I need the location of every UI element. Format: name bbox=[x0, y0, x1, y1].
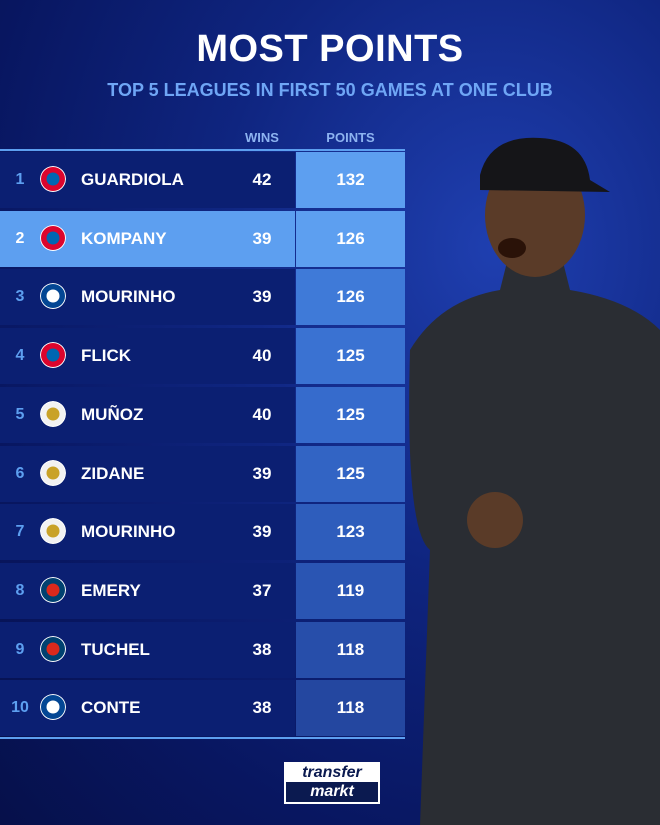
points-value: 123 bbox=[336, 522, 365, 542]
column-header-points: POINTS bbox=[326, 130, 375, 145]
manager-name: GUARDIOLA bbox=[81, 170, 184, 189]
rank-number: 1 bbox=[15, 171, 25, 188]
column-header-wins: WINS bbox=[245, 130, 279, 145]
points-cell: 125 bbox=[296, 328, 405, 385]
rank-number: 5 bbox=[15, 405, 25, 423]
points-value: 118 bbox=[336, 639, 365, 659]
table-row: 118 10 CONTE 38 bbox=[0, 680, 405, 737]
rank-number: 9 bbox=[15, 640, 25, 658]
table-row: 126 2 KOMPANY 39 bbox=[0, 210, 405, 267]
real-madrid-crest-icon bbox=[40, 400, 66, 427]
wins-value: 40 bbox=[252, 404, 272, 424]
wins-value: 40 bbox=[252, 346, 272, 366]
real-madrid-crest-icon bbox=[40, 518, 66, 545]
rank-number: 3 bbox=[15, 288, 25, 306]
points-cell: 119 bbox=[296, 562, 405, 619]
manager-name: ZIDANE bbox=[81, 463, 145, 483]
manager-name: FLICK bbox=[81, 346, 132, 366]
manager-name: CONTE bbox=[81, 698, 141, 718]
points-value: 132 bbox=[336, 170, 365, 189]
points-value: 125 bbox=[336, 346, 365, 366]
points-cell: 118 bbox=[296, 680, 405, 737]
brand-line1: transfer bbox=[286, 764, 378, 782]
points-cell: 132 bbox=[296, 152, 405, 208]
table-bottom-rule bbox=[0, 737, 405, 739]
points-value: 125 bbox=[336, 404, 365, 424]
table-row: 125 6 ZIDANE 39 bbox=[0, 445, 405, 502]
bayern-crest-icon bbox=[40, 224, 66, 251]
rank-number: 10 bbox=[11, 699, 29, 717]
wins-value: 39 bbox=[252, 463, 272, 483]
points-cell: 123 bbox=[296, 504, 405, 561]
points-value: 126 bbox=[336, 228, 365, 248]
manager-name: KOMPANY bbox=[81, 228, 167, 248]
manager-name: MOURINHO bbox=[81, 287, 176, 307]
chelsea-crest-icon bbox=[40, 694, 66, 721]
chelsea-crest-icon bbox=[40, 283, 66, 310]
real-madrid-crest-icon bbox=[40, 459, 66, 486]
rank-number: 2 bbox=[15, 229, 25, 247]
points-value: 125 bbox=[336, 463, 365, 483]
psg-crest-icon bbox=[40, 576, 66, 603]
rank-number: 8 bbox=[15, 581, 25, 599]
manager-name: EMERY bbox=[81, 580, 141, 600]
bayern-crest-icon bbox=[40, 166, 66, 192]
table-row: 125 5 MUÑOZ 40 bbox=[0, 386, 405, 443]
table-top-rule bbox=[0, 149, 405, 151]
rank-number: 7 bbox=[15, 523, 25, 541]
wins-value: 37 bbox=[252, 580, 272, 600]
wins-value: 38 bbox=[252, 698, 272, 718]
wins-value: 39 bbox=[252, 228, 272, 248]
table-row: 125 4 FLICK 40 bbox=[0, 328, 405, 385]
points-cell: 126 bbox=[296, 210, 405, 267]
table-row: 132 1 GUARDIOLA 42 bbox=[0, 152, 405, 208]
points-cell: 125 bbox=[296, 386, 405, 443]
points-value: 126 bbox=[336, 287, 365, 307]
psg-crest-icon bbox=[40, 635, 66, 662]
table-row: 123 7 MOURINHO 39 bbox=[0, 504, 405, 561]
points-value: 119 bbox=[336, 580, 365, 600]
table-row: 119 8 EMERY 37 bbox=[0, 562, 405, 619]
wins-value: 42 bbox=[252, 170, 272, 189]
manager-name: TUCHEL bbox=[81, 639, 150, 659]
brand-line2: markt bbox=[310, 783, 354, 800]
bayern-crest-icon bbox=[40, 342, 66, 369]
page-subtitle: TOP 5 LEAGUES IN FIRST 50 GAMES AT ONE C… bbox=[107, 80, 553, 100]
points-cell: 118 bbox=[296, 621, 405, 678]
wins-value: 39 bbox=[252, 522, 272, 542]
wins-value: 38 bbox=[252, 639, 272, 659]
rank-number: 4 bbox=[15, 347, 25, 365]
player-photo bbox=[409, 137, 660, 825]
manager-name: MUÑOZ bbox=[81, 404, 144, 424]
points-cell: 125 bbox=[296, 445, 405, 502]
wins-value: 39 bbox=[252, 287, 272, 307]
manager-name: MOURINHO bbox=[81, 522, 176, 542]
transfermarkt-logo: transfer markt bbox=[284, 762, 380, 804]
table-row: 126 3 MOURINHO 39 bbox=[0, 269, 405, 326]
points-value: 118 bbox=[336, 698, 365, 718]
rank-number: 6 bbox=[15, 464, 25, 482]
points-cell: 126 bbox=[296, 269, 405, 326]
page-title: MOST POINTS bbox=[196, 28, 464, 70]
table-row: 118 9 TUCHEL 38 bbox=[0, 621, 405, 678]
